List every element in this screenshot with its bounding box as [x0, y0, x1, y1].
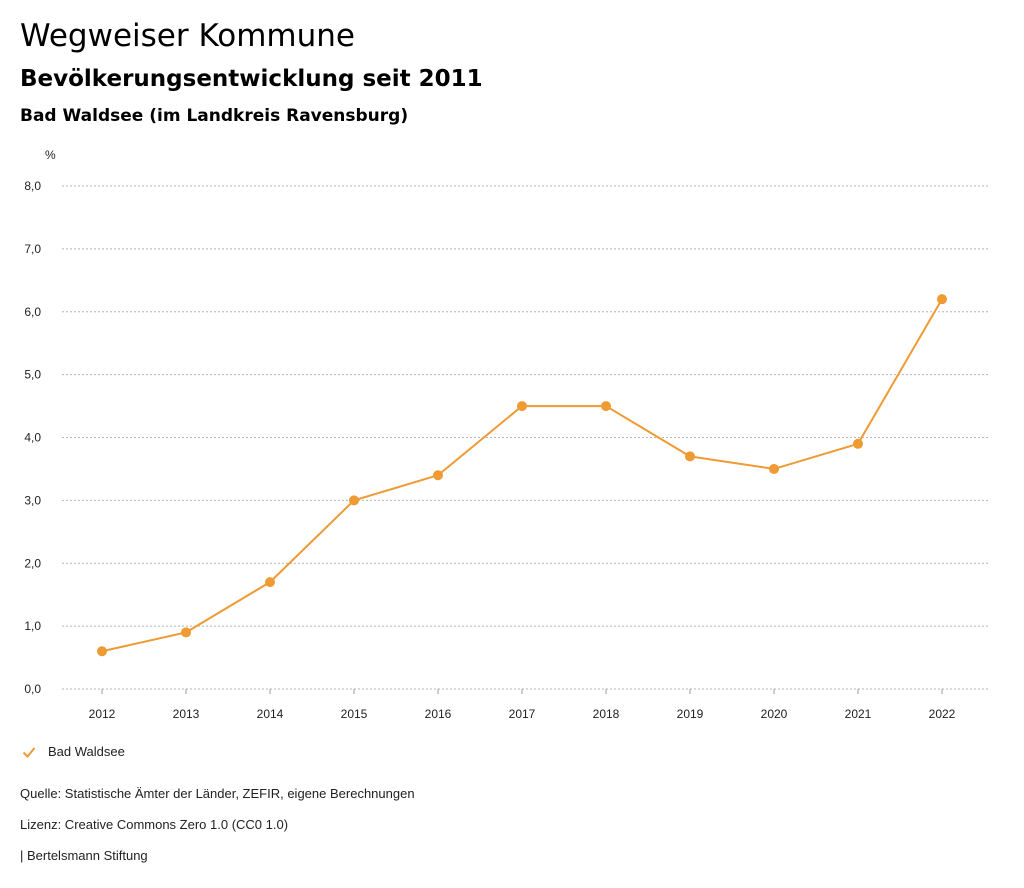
grid-layer [62, 185, 990, 690]
x-tick-label: 2018 [593, 707, 620, 721]
data-point-2013[interactable] [181, 627, 191, 638]
x-tick-label: 2014 [257, 707, 284, 721]
y-tick-label: 3,0 [24, 493, 41, 507]
y-tick-label: 0,0 [24, 682, 41, 696]
y-axis-unit-label: % [45, 148, 56, 162]
y-tick-label: 5,0 [24, 368, 41, 382]
data-point-2012[interactable] [97, 646, 107, 657]
data-point-2018[interactable] [601, 401, 611, 412]
x-tick-label: 2021 [845, 707, 872, 721]
x-tick-label: 2020 [761, 707, 788, 721]
data-point-2015[interactable] [349, 495, 359, 506]
data-point-2014[interactable] [265, 577, 275, 588]
line-chart: % 0,01,02,03,04,05,06,07,08,0 2012 2013 20… [24, 148, 990, 721]
series-line-0 [101, 298, 943, 653]
y-tick-label: 8,0 [24, 179, 41, 193]
x-tick-label: 2022 [929, 707, 956, 721]
publisher-note: | Bertelsmann Stiftung [20, 848, 148, 863]
y-tick-labels: 0,0 1,0 2,0 3,0 4,0 5,0 6,0 7,0 8,0 [24, 179, 41, 696]
data-point-2022[interactable] [937, 294, 947, 305]
y-tick-label: 7,0 [24, 242, 41, 256]
x-tick-labels: 2012 2013 2014 2015 2016 2017 2018 2019 2020 2021… [89, 689, 956, 721]
y-tick-label: 4,0 [24, 431, 41, 445]
source-note: Quelle: Statistische Ämter der Länder, Z… [20, 786, 415, 801]
x-tick-label: 2019 [677, 707, 704, 721]
chart-subtitle: Bevölkerungsentwicklung seit 2011 [20, 66, 483, 92]
x-tick-label: 2017 [509, 707, 536, 721]
data-point-2021[interactable] [853, 438, 863, 449]
x-tick-label: 2013 [173, 707, 200, 721]
data-point-2017[interactable] [517, 401, 527, 412]
checkmark-icon [22, 746, 36, 758]
x-tick-label: 2012 [89, 707, 116, 721]
page-title: Wegweiser Kommune [20, 18, 355, 54]
data-point-2020[interactable] [769, 463, 779, 474]
y-tick-label: 1,0 [24, 619, 41, 633]
legend-label: Bad Waldsee [48, 744, 125, 759]
x-tick-label: 2015 [341, 707, 368, 721]
y-tick-label: 2,0 [24, 556, 41, 570]
series-layer [97, 294, 947, 657]
legend-item-bad-waldsee[interactable]: Bad Waldsee [22, 744, 125, 759]
x-tick-label: 2016 [425, 707, 452, 721]
license-note: Lizenz: Creative Commons Zero 1.0 (CC0 1… [20, 817, 289, 832]
y-tick-label: 6,0 [24, 305, 41, 319]
data-point-2016[interactable] [433, 470, 443, 481]
region-label: Bad Waldsee (im Landkreis Ravensburg) [20, 106, 409, 126]
data-point-2019[interactable] [685, 451, 695, 462]
